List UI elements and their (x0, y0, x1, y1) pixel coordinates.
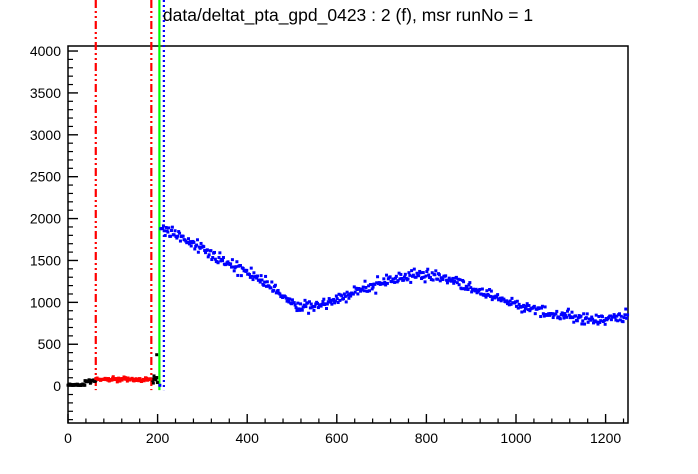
y-axis: 0 500 1000 1500 2000 2500 3000 3500 4000 (30, 43, 78, 421)
y-tick-label: 1500 (30, 252, 61, 268)
y-tick-label: 1000 (30, 294, 61, 310)
x-tick-label: 200 (146, 430, 170, 446)
y-tick-label: 3500 (30, 85, 61, 101)
series-background-window-counts-red (94, 375, 153, 384)
y-tick-label: 3000 (30, 127, 61, 143)
marker-lines (94, 0, 165, 391)
x-tick-label: 600 (325, 430, 349, 446)
series-pre-window-counts-black (66, 374, 159, 387)
x-tick-label: 0 (64, 430, 72, 446)
x-tick-label: 800 (415, 430, 439, 446)
series-muon-decay-histogram-blue (159, 224, 630, 326)
y-tick-label: 0 (53, 378, 61, 394)
x-tick-label: 400 (236, 430, 260, 446)
extra-points (155, 353, 162, 387)
y-tick-label: 500 (38, 336, 62, 352)
y-tick-label: 4000 (30, 43, 61, 59)
y-tick-label: 2500 (30, 169, 61, 185)
x-tick-label: 1000 (500, 430, 531, 446)
chart-title: data/deltat_pta_gpd_0423 : 2 (f), msr ru… (162, 5, 534, 25)
axes (67, 45, 629, 424)
y-tick-label: 2000 (30, 211, 61, 227)
x-axis: 0 200 400 600 800 1000 1200 (64, 414, 625, 446)
x-tick-label: 1200 (590, 430, 621, 446)
